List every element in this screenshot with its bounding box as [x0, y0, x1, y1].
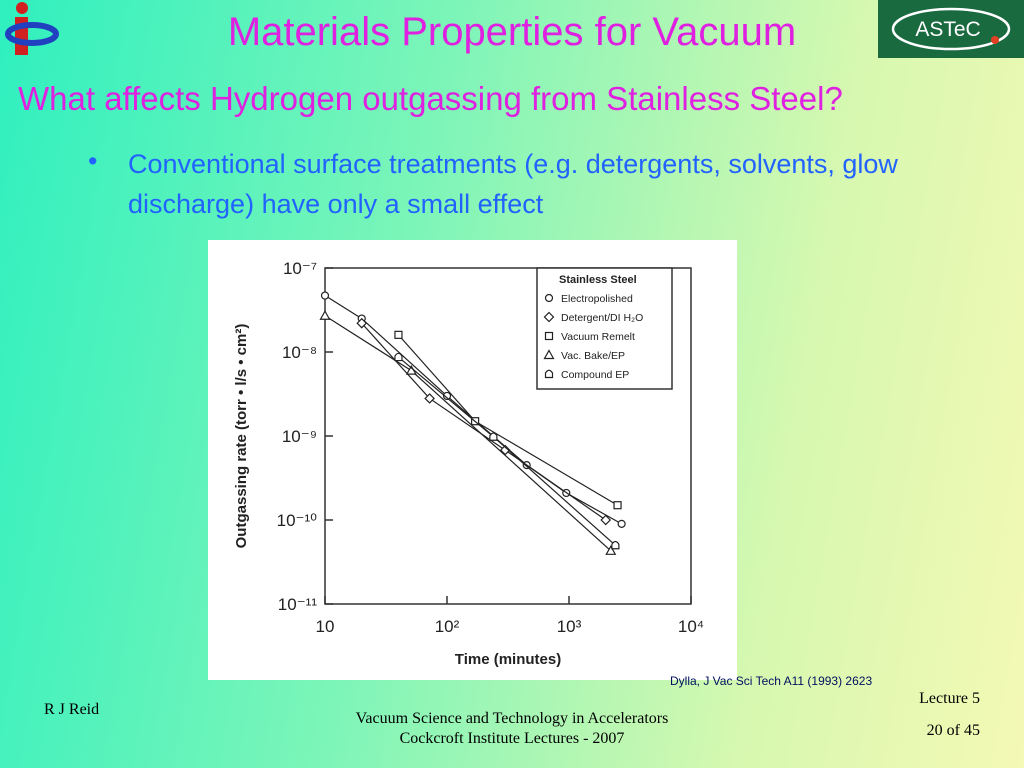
- chart: 10 10² 10³ 10⁴ 10⁻¹¹ 10⁻¹⁰ 10⁻⁹ 10⁻⁸ 10⁻⁷ Time (m…: [208, 240, 737, 680]
- astec-mark: ASTeC: [891, 7, 1011, 51]
- bullet-marker: •: [88, 146, 98, 176]
- logo-icon: [5, 2, 59, 55]
- data-point: [613, 501, 622, 510]
- data-point: [424, 393, 435, 404]
- data-point: [319, 310, 331, 320]
- data-point: [489, 432, 498, 441]
- legend-box: [536, 267, 673, 390]
- footer-line: Cockcroft Institute Lectures - 2007: [399, 730, 625, 747]
- data-point: [442, 391, 452, 401]
- slide-title: Materials Properties for Vacuum: [227, 10, 797, 54]
- data-point: [356, 317, 368, 329]
- data-point: [543, 349, 555, 360]
- legend-entry: Electropolished: [561, 293, 633, 305]
- bullet-text: Conventional surface treatments (e.g. de…: [128, 149, 898, 219]
- footer-author: R J Reid: [44, 701, 100, 718]
- x-tick-label: 10⁴: [678, 617, 704, 636]
- citation: Dylla, J Vac Sci Tech A11 (1993) 2623: [670, 674, 873, 688]
- y-tick-label: 10⁻⁸: [282, 343, 317, 362]
- legend-entry: Vacuum Remelt: [561, 331, 635, 343]
- footer-course: Vacuum Science and Technology in Acceler…: [300, 709, 724, 749]
- x-tick-label: 10²: [435, 617, 460, 636]
- legend-title: Stainless Steel: [559, 274, 637, 286]
- legend-entry: Detergent/DI H₂O: [561, 312, 643, 324]
- y-tick-label: 10⁻⁷: [283, 259, 317, 278]
- data-point: [600, 514, 612, 526]
- data-point: [320, 291, 330, 300]
- data-point: [544, 369, 554, 379]
- data-point: [611, 540, 620, 550]
- astec-logo: ASTeC: [878, 0, 1024, 58]
- y-tick-label: 10⁻¹¹: [278, 595, 318, 614]
- x-tick-label: 10³: [557, 617, 582, 636]
- data-point: [617, 519, 626, 528]
- y-axis-label: Outgassing rate (torr • l/s • cm²): [233, 324, 250, 549]
- data-point: [394, 352, 403, 362]
- astec-text: ASTeC: [915, 18, 980, 41]
- footer-line: Vacuum Science and Technology in Acceler…: [355, 710, 669, 727]
- footer-lecture: Lecture 5: [919, 690, 980, 707]
- y-tick-label: 10⁻¹⁰: [277, 511, 318, 530]
- legend-entry: Vac. Bake/EP: [561, 350, 625, 362]
- x-axis-label: Time (minutes): [455, 651, 561, 668]
- data-point: [394, 330, 403, 339]
- x-tick-label: 10: [316, 617, 335, 636]
- data-point: [544, 293, 554, 303]
- data-point: [499, 444, 511, 456]
- data-point: [543, 311, 555, 323]
- slide-subtitle: What affects Hydrogen outgassing from St…: [18, 80, 843, 117]
- data-point: [605, 545, 617, 555]
- y-tick-label: 10⁻⁹: [282, 427, 317, 446]
- legend-entry: Compound EP: [561, 369, 629, 381]
- footer-page: 20 of 45: [926, 722, 980, 739]
- data-point: [544, 331, 554, 341]
